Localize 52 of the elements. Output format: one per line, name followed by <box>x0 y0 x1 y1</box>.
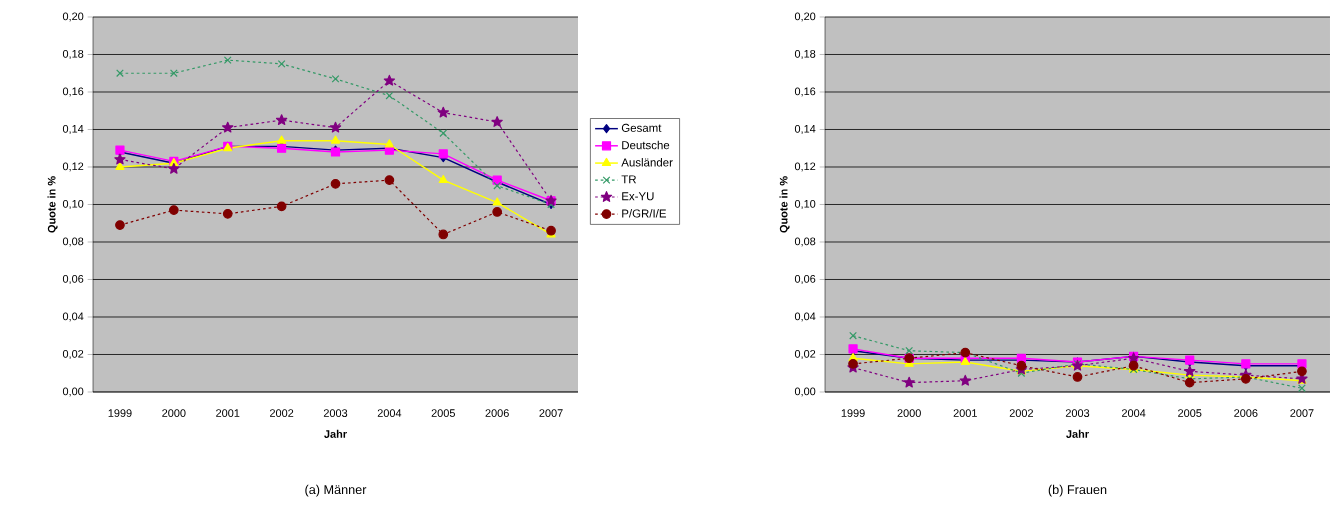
x-axis-title: Jahr <box>1066 429 1089 438</box>
x-tick-label: 2003 <box>323 409 348 417</box>
y-tick-label: 0,12 <box>62 162 84 172</box>
y-tick-label: 0,06 <box>62 274 84 285</box>
x-tick-label: 1999 <box>841 409 865 417</box>
x-axis-title: Jahr <box>324 429 347 438</box>
x-tick-label: 2000 <box>897 409 921 417</box>
y-tick-label: 0,14 <box>794 124 816 135</box>
x-tick-label: 2000 <box>162 409 186 417</box>
x-tick-label: 2001 <box>216 409 240 417</box>
x-tick-label: 1999 <box>108 409 132 417</box>
x-tick-label: 2003 <box>1065 409 1090 417</box>
legend-label: Ausländer <box>621 158 673 167</box>
legend-label: TR <box>621 175 637 184</box>
x-tick-label: 2006 <box>485 409 509 417</box>
y-tick-label: 0,18 <box>794 49 816 60</box>
y-tick-label: 0,00 <box>794 387 816 397</box>
y-tick-label: 0,10 <box>794 199 816 210</box>
x-tick-label: 2001 <box>953 409 977 417</box>
y-tick-label: 0,04 <box>794 312 816 322</box>
y-tick-label: 0,02 <box>62 349 84 360</box>
legend-label: P/GR/I/E <box>622 209 667 218</box>
y-tick-label: 0,20 <box>794 12 816 22</box>
y-tick-label: 0,14 <box>62 124 84 135</box>
x-tick-label: 2005 <box>431 409 455 417</box>
y-tick-label: 0,10 <box>62 199 84 210</box>
text: (a) Männer <box>305 484 367 497</box>
y-tick-label: 0,08 <box>794 237 816 247</box>
x-tick-label: 2002 <box>1009 409 1033 417</box>
y-tick-label: 0,12 <box>794 162 816 172</box>
y-tick-label: 0,00 <box>62 387 84 397</box>
legend-label: Gesamt <box>621 123 662 132</box>
x-tick-label: 2007 <box>539 409 563 417</box>
x-tick-label: 2007 <box>1290 409 1314 417</box>
y-tick-label: 0,18 <box>62 49 84 60</box>
legend-label: Deutsche <box>622 140 670 150</box>
legend-label: Ex-YU <box>622 192 654 201</box>
x-tick-label: 2004 <box>1121 409 1146 417</box>
x-tick-label: 2002 <box>270 409 294 417</box>
y-axis-title: Quote in % <box>779 176 790 233</box>
x-tick-label: 2006 <box>1234 409 1258 417</box>
y-tick-label: 0,16 <box>794 87 816 97</box>
y-tick-label: 0,06 <box>794 274 816 285</box>
x-tick-label: 2005 <box>1178 409 1202 417</box>
x-tick-label: 2004 <box>377 409 402 417</box>
y-axis-title: Quote in % <box>47 176 58 233</box>
y-tick-label: 0,02 <box>794 349 816 360</box>
y-tick-label: 0,20 <box>62 12 84 22</box>
y-tick-label: 0,04 <box>62 312 84 322</box>
y-tick-label: 0,08 <box>62 237 84 247</box>
text: (b) Frauen <box>1048 484 1107 497</box>
y-tick-label: 0,16 <box>62 87 84 97</box>
